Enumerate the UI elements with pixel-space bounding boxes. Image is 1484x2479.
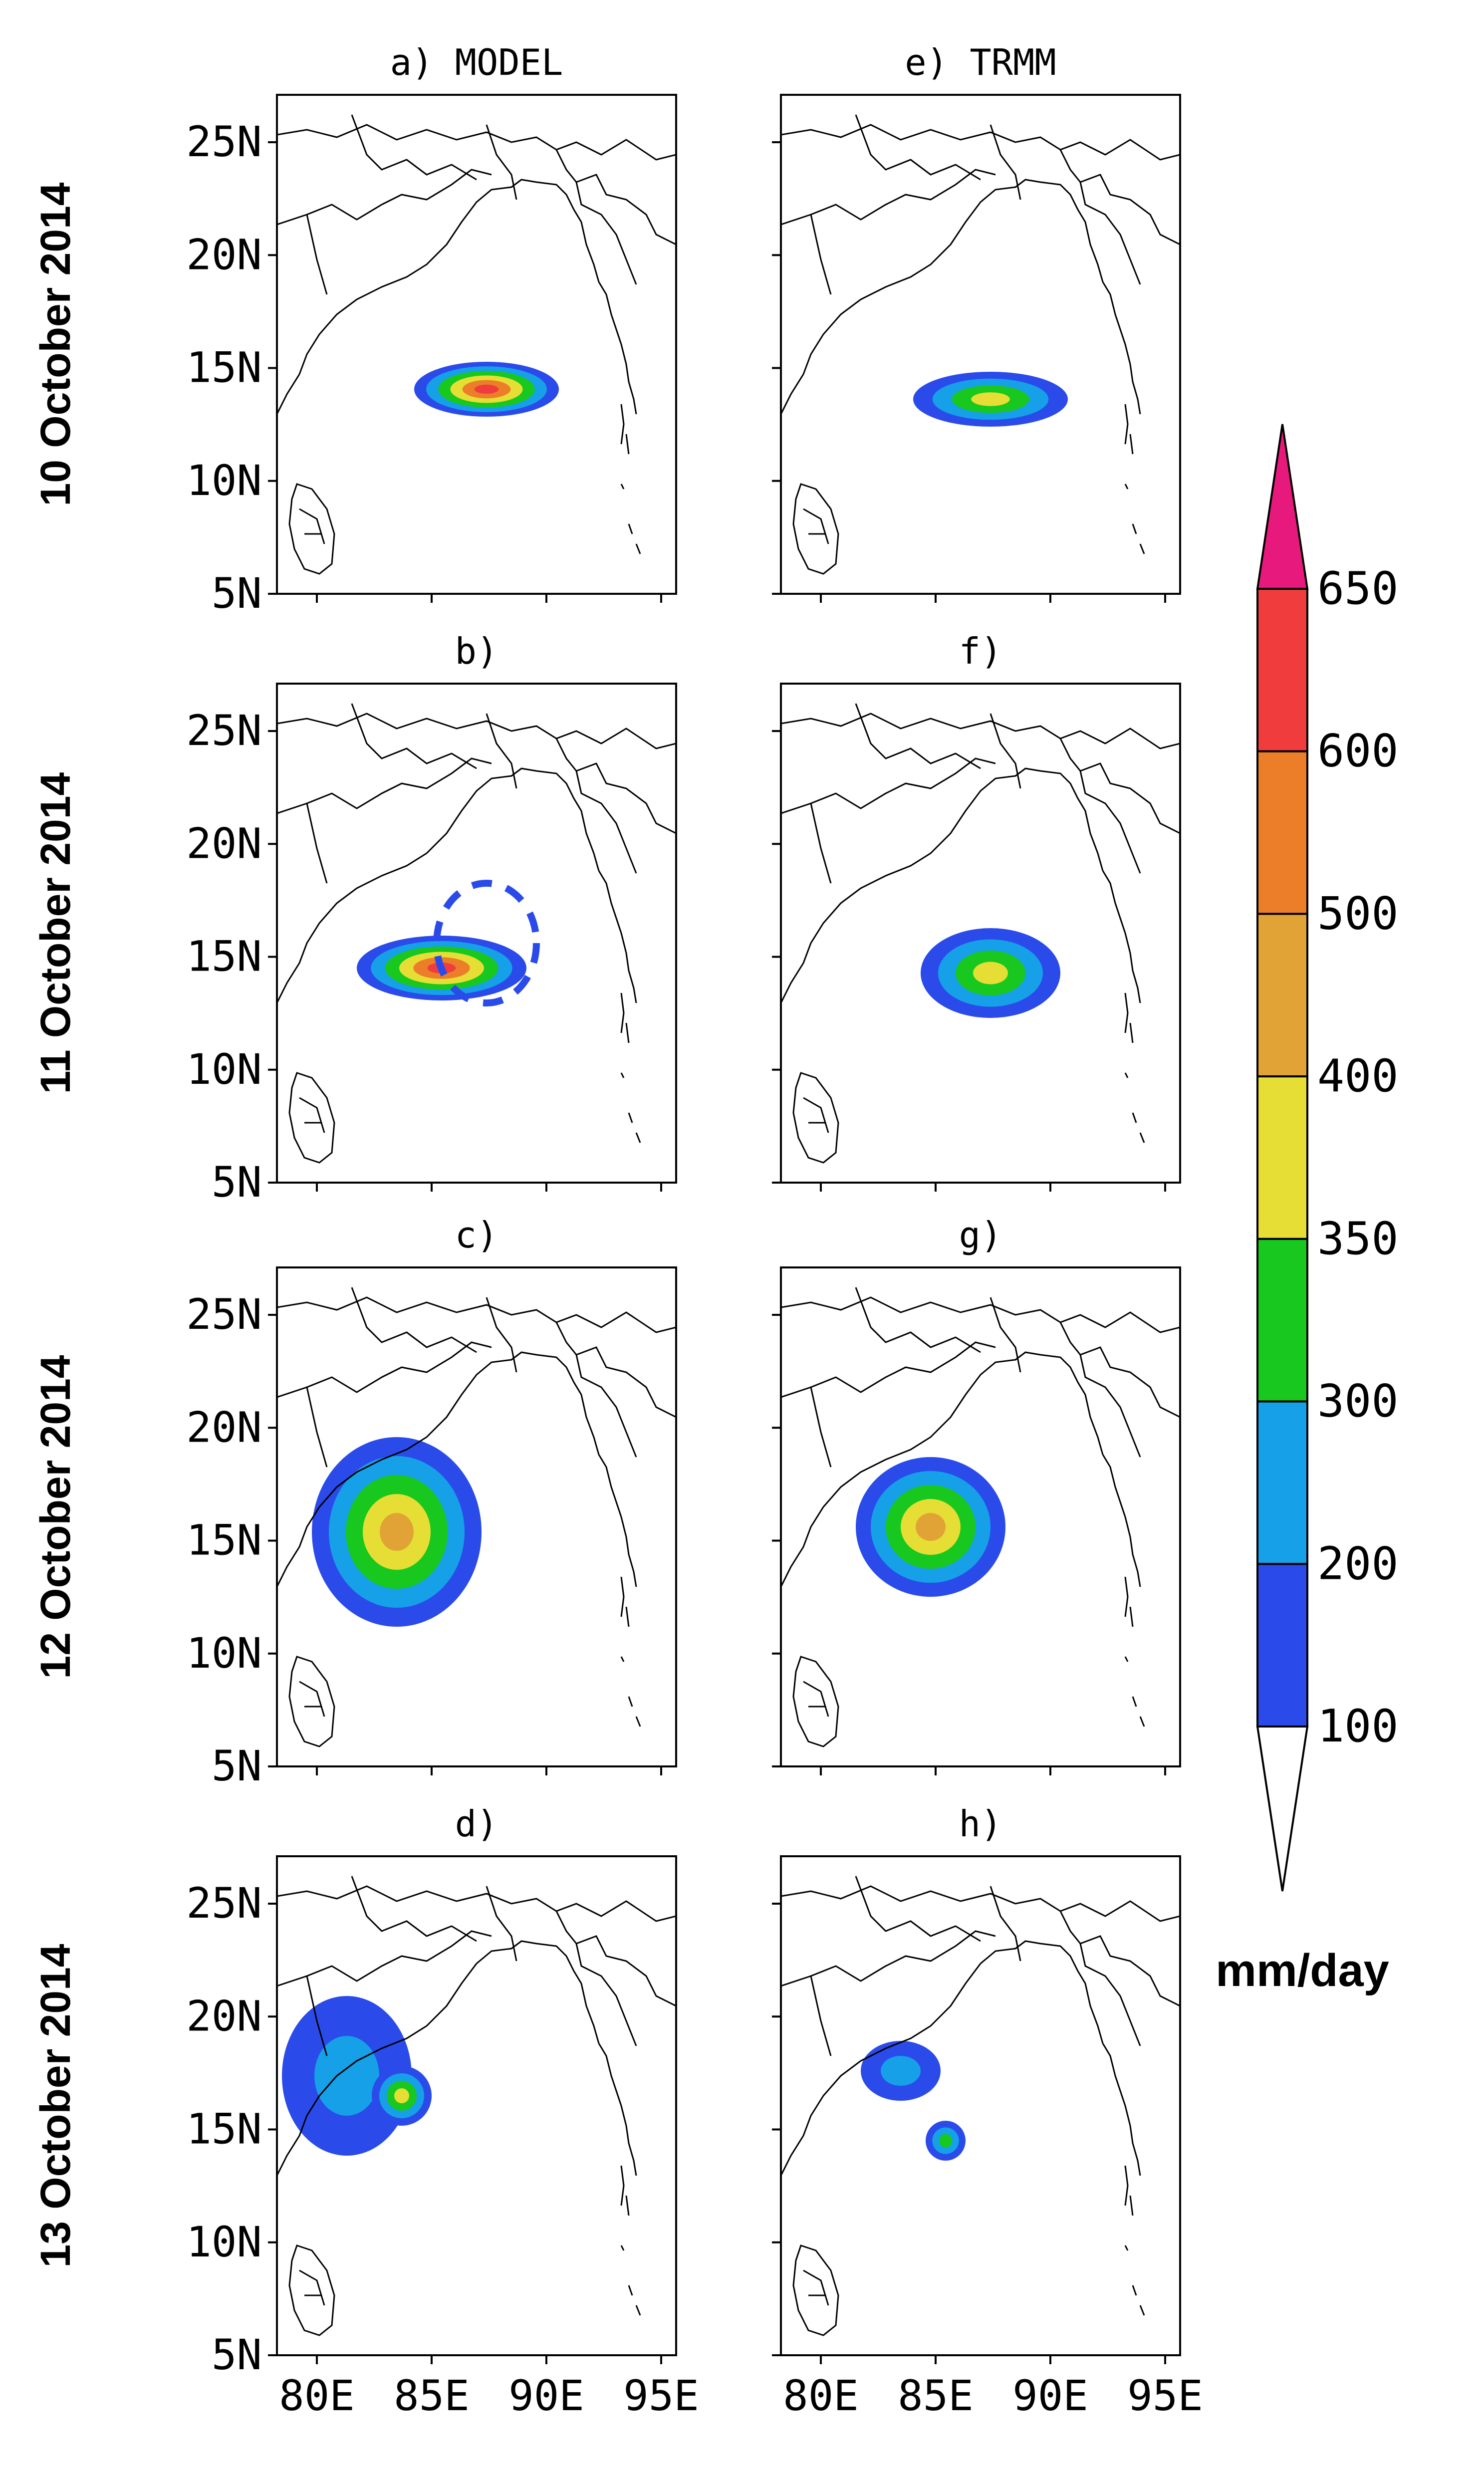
lon-tick-label: 90E <box>508 2371 584 2420</box>
colorbar-level-label: 600 <box>1317 725 1399 777</box>
lon-tick-label: 95E <box>623 2371 699 2420</box>
map-panel <box>276 94 677 595</box>
lat-tick-label: 15N <box>186 1516 262 1565</box>
rainfall-field <box>433 880 540 1006</box>
colorbar-box <box>1256 1400 1308 1565</box>
lat-tick-label: 15N <box>186 2105 262 2154</box>
rainfall-field <box>474 384 499 394</box>
lat-tick-label: 5N <box>212 1741 262 1790</box>
colorbar-box <box>1256 588 1308 752</box>
lat-tick-label: 25N <box>186 706 262 755</box>
lat-tick-label: 10N <box>186 456 262 505</box>
colorbar-lower-triangle <box>1256 1726 1309 1892</box>
colorbar-level-label: 650 <box>1317 562 1399 615</box>
lat-tick-label: 20N <box>186 230 262 279</box>
rainfall-field <box>971 392 1010 406</box>
colorbar-box <box>1256 913 1308 1078</box>
lon-tick-label: 90E <box>1012 2371 1088 2420</box>
coastline-map <box>277 114 676 575</box>
colorbar-level-label: 400 <box>1317 1050 1399 1102</box>
lat-tick-label: 20N <box>186 1991 262 2040</box>
rainfall-field <box>939 2134 953 2148</box>
panel-label: d) <box>455 1803 498 1845</box>
colorbar-level-label: 100 <box>1317 1700 1399 1752</box>
colorbar-box <box>1256 1238 1308 1403</box>
map-panel <box>276 1855 677 2356</box>
row-date-label: 12 October 2014 <box>32 1355 79 1679</box>
lon-tick-label: 85E <box>394 2371 470 2420</box>
lon-tick-label: 85E <box>898 2371 974 2420</box>
panel-frame <box>780 1855 1181 2356</box>
row-date-label: 13 October 2014 <box>32 1944 79 2267</box>
rainfall-field <box>314 2036 379 2116</box>
colorbar-box <box>1256 750 1308 915</box>
map-panel <box>276 1266 677 1767</box>
map-panel <box>780 1855 1181 2356</box>
lat-tick-label: 15N <box>186 343 262 392</box>
panel-frame <box>276 1855 677 2356</box>
colorbar-level-label: 350 <box>1317 1213 1399 1265</box>
colorbar-level-label: 500 <box>1317 887 1399 940</box>
row-date-label: 11 October 2014 <box>32 772 79 1094</box>
panel-frame <box>780 1266 1181 1767</box>
rainfall-field <box>973 962 1008 985</box>
lon-tick-label: 80E <box>783 2371 859 2420</box>
lon-tick-label: 95E <box>1127 2371 1203 2420</box>
lat-tick-label: 20N <box>186 819 262 868</box>
panel-frame <box>276 94 677 595</box>
lat-tick-label: 10N <box>186 1045 262 1094</box>
rainfall-field <box>394 2088 409 2103</box>
panel-frame <box>780 94 1181 595</box>
map-panel <box>276 683 677 1184</box>
lat-tick-label: 20N <box>186 1403 262 1452</box>
lat-tick-label: 25N <box>186 117 262 166</box>
panel-label: g) <box>959 1214 1002 1256</box>
map-panel <box>780 94 1181 595</box>
lat-tick-label: 10N <box>186 2218 262 2266</box>
colorbar-level-label: 300 <box>1317 1375 1399 1428</box>
lat-tick-label: 25N <box>186 1290 262 1339</box>
rainfall-field <box>380 1513 414 1551</box>
map-panel <box>780 683 1181 1184</box>
panel-label: b) <box>455 630 498 672</box>
rainfall-field <box>916 1513 946 1541</box>
lat-tick-label: 10N <box>186 1629 262 1678</box>
lat-tick-label: 5N <box>212 569 262 618</box>
colorbar-box <box>1256 1075 1308 1240</box>
coastline-map <box>781 114 1180 575</box>
coastline-map <box>277 703 676 1164</box>
lat-tick-label: 15N <box>186 932 262 981</box>
row-date-label: 10 October 2014 <box>32 182 79 506</box>
colorbar-box <box>1256 1563 1308 1728</box>
coastline-map <box>781 1875 1180 2336</box>
panel-label: a) MODEL <box>390 41 563 83</box>
colorbar-unit-label: mm/day <box>1216 1945 1389 1996</box>
lat-tick-label: 5N <box>212 2330 262 2379</box>
panel-frame <box>276 1266 677 1767</box>
colorbar-upper-triangle <box>1256 424 1309 590</box>
lon-tick-label: 80E <box>279 2371 355 2420</box>
rainfall-field <box>881 2056 921 2086</box>
panel-label: e) TRMM <box>905 41 1056 83</box>
panel-frame <box>276 683 677 1184</box>
panel-label: h) <box>959 1803 1002 1845</box>
panel-label: f) <box>959 630 1002 672</box>
colorbar-level-label: 200 <box>1317 1537 1399 1590</box>
map-panel <box>780 1266 1181 1767</box>
lat-tick-label: 25N <box>186 1879 262 1928</box>
panel-frame <box>780 683 1181 1184</box>
panel-label: c) <box>455 1214 498 1256</box>
lat-tick-label: 5N <box>212 1158 262 1207</box>
